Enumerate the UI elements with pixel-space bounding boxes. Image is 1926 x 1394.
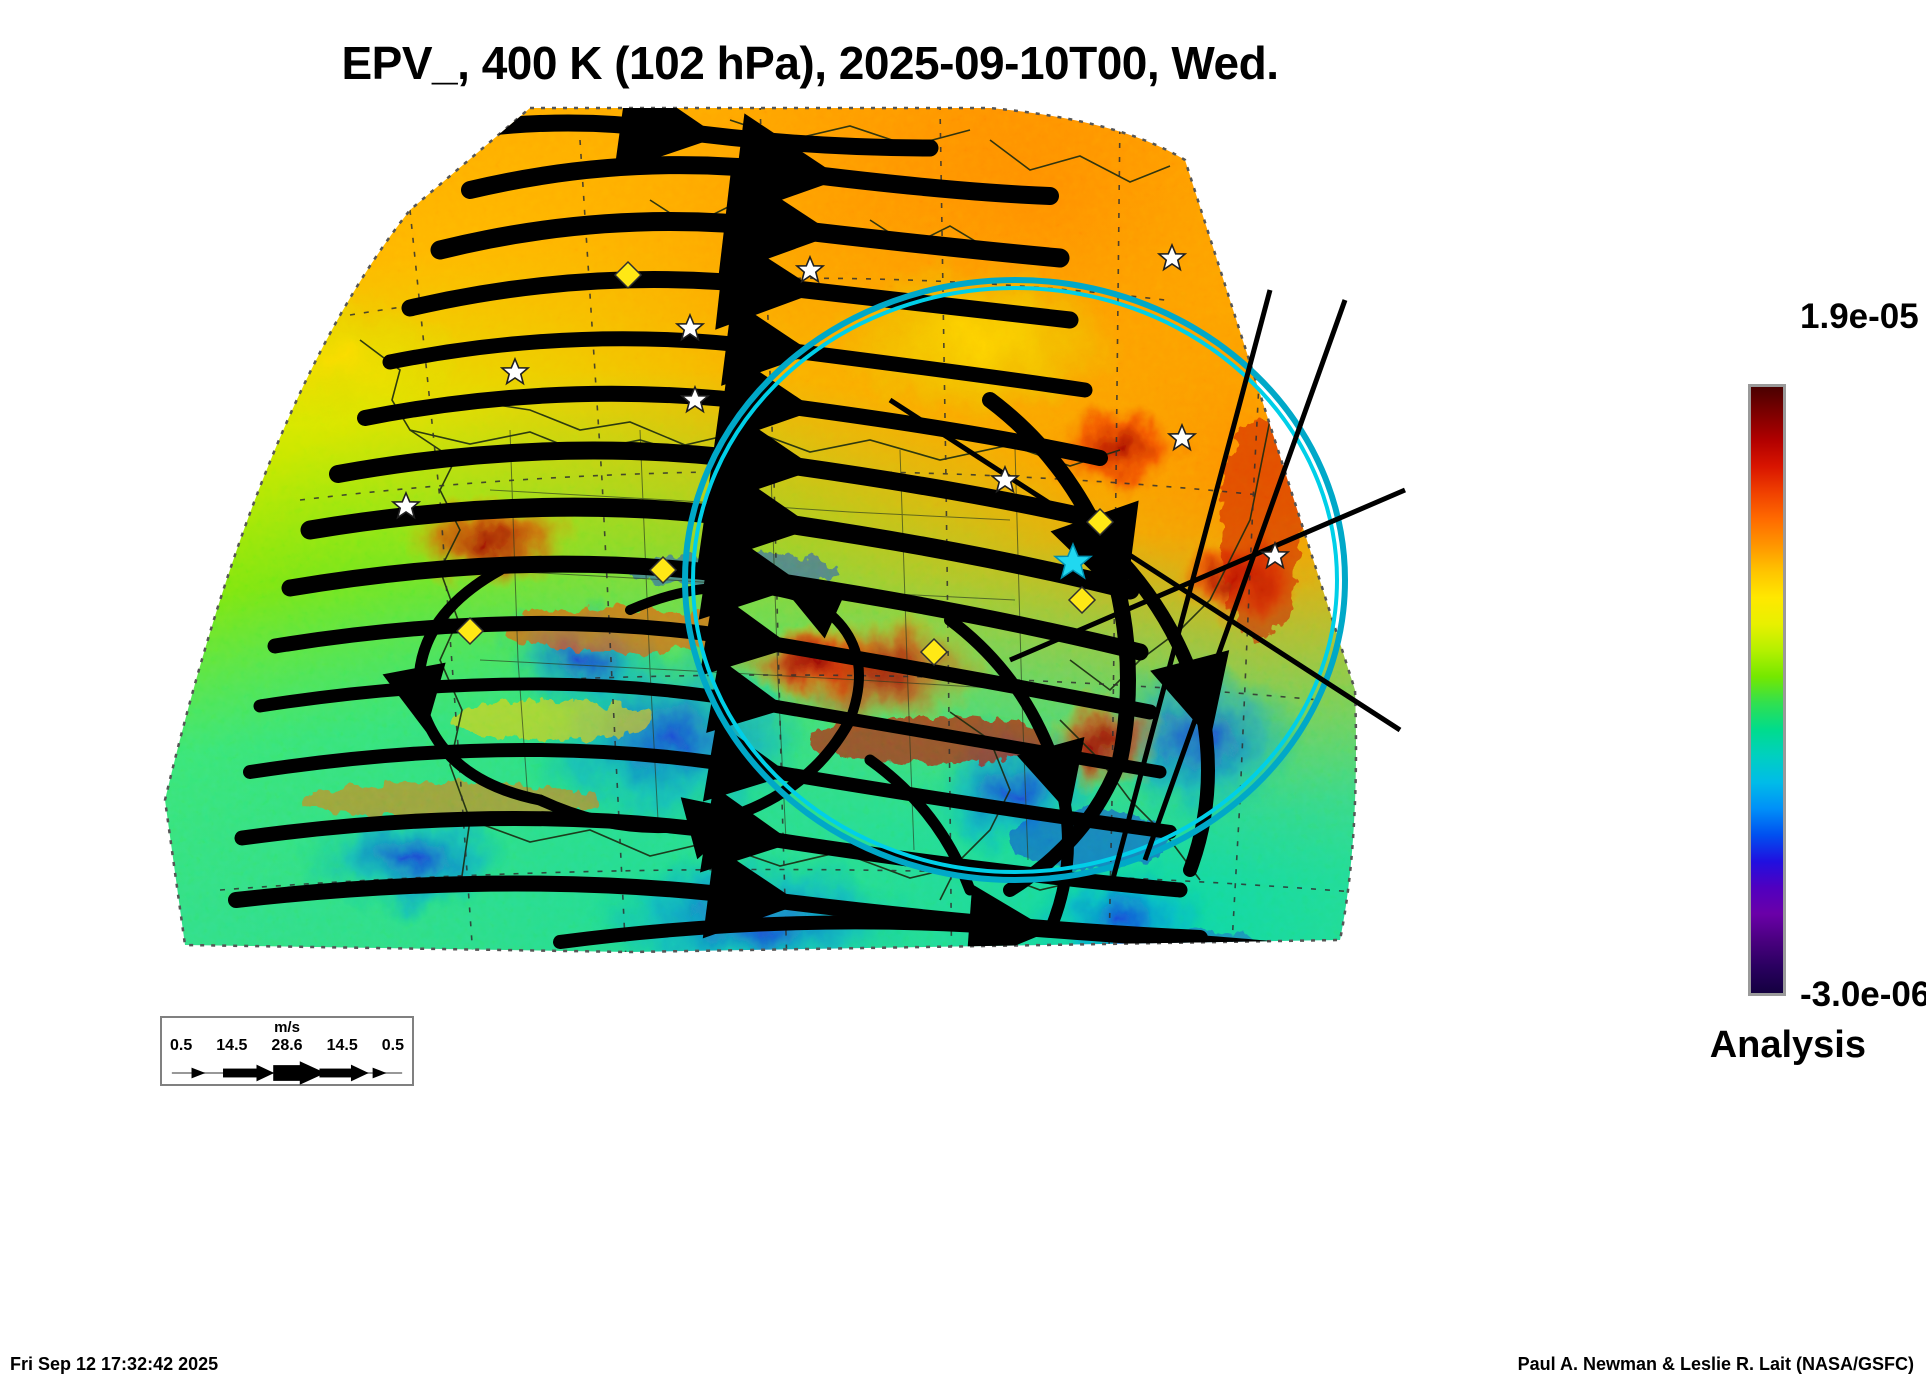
base-station-marker bbox=[1052, 542, 1094, 580]
site-markers bbox=[455, 260, 1115, 667]
wind-units-label: m/s bbox=[274, 1019, 300, 1036]
flight-tracks bbox=[888, 289, 1406, 891]
colorbar-min-label: -3.0e-06 bbox=[1800, 975, 1926, 1014]
epv-map bbox=[163, 106, 1406, 954]
colorbar-max-label: 1.9e-05 bbox=[1800, 297, 1919, 336]
wind-tick-1: 14.5 bbox=[216, 1037, 248, 1054]
colorbar bbox=[1748, 384, 1786, 996]
wind-tick-3: 14.5 bbox=[326, 1037, 358, 1054]
generation-timestamp: Fri Sep 12 17:32:42 2025 bbox=[10, 1354, 219, 1374]
map-panel bbox=[110, 100, 1410, 1130]
wind-arrow-scale bbox=[171, 1061, 403, 1085]
colorbar-gradient bbox=[1751, 387, 1783, 993]
wind-tick-0: 0.5 bbox=[170, 1037, 193, 1054]
wind-tick-4: 0.5 bbox=[381, 1037, 404, 1054]
wind-tick-2: 28.6 bbox=[271, 1037, 303, 1054]
wind-scale-legend: m/s 0.5 14.5 28.6 14.5 0.5 bbox=[160, 1016, 414, 1086]
flight-circle bbox=[682, 277, 1348, 883]
analysis-label: Analysis bbox=[1709, 1024, 1866, 1066]
author-credit: Paul A. Newman & Leslie R. Lait (NASA/GS… bbox=[1517, 1354, 1914, 1374]
station-markers bbox=[390, 242, 1291, 570]
page-title: EPV_, 400 K (102 hPa), 2025-09-10T00, We… bbox=[341, 37, 1279, 89]
wind-tick-labels: 0.5 14.5 28.6 14.5 0.5 bbox=[162, 1037, 412, 1055]
